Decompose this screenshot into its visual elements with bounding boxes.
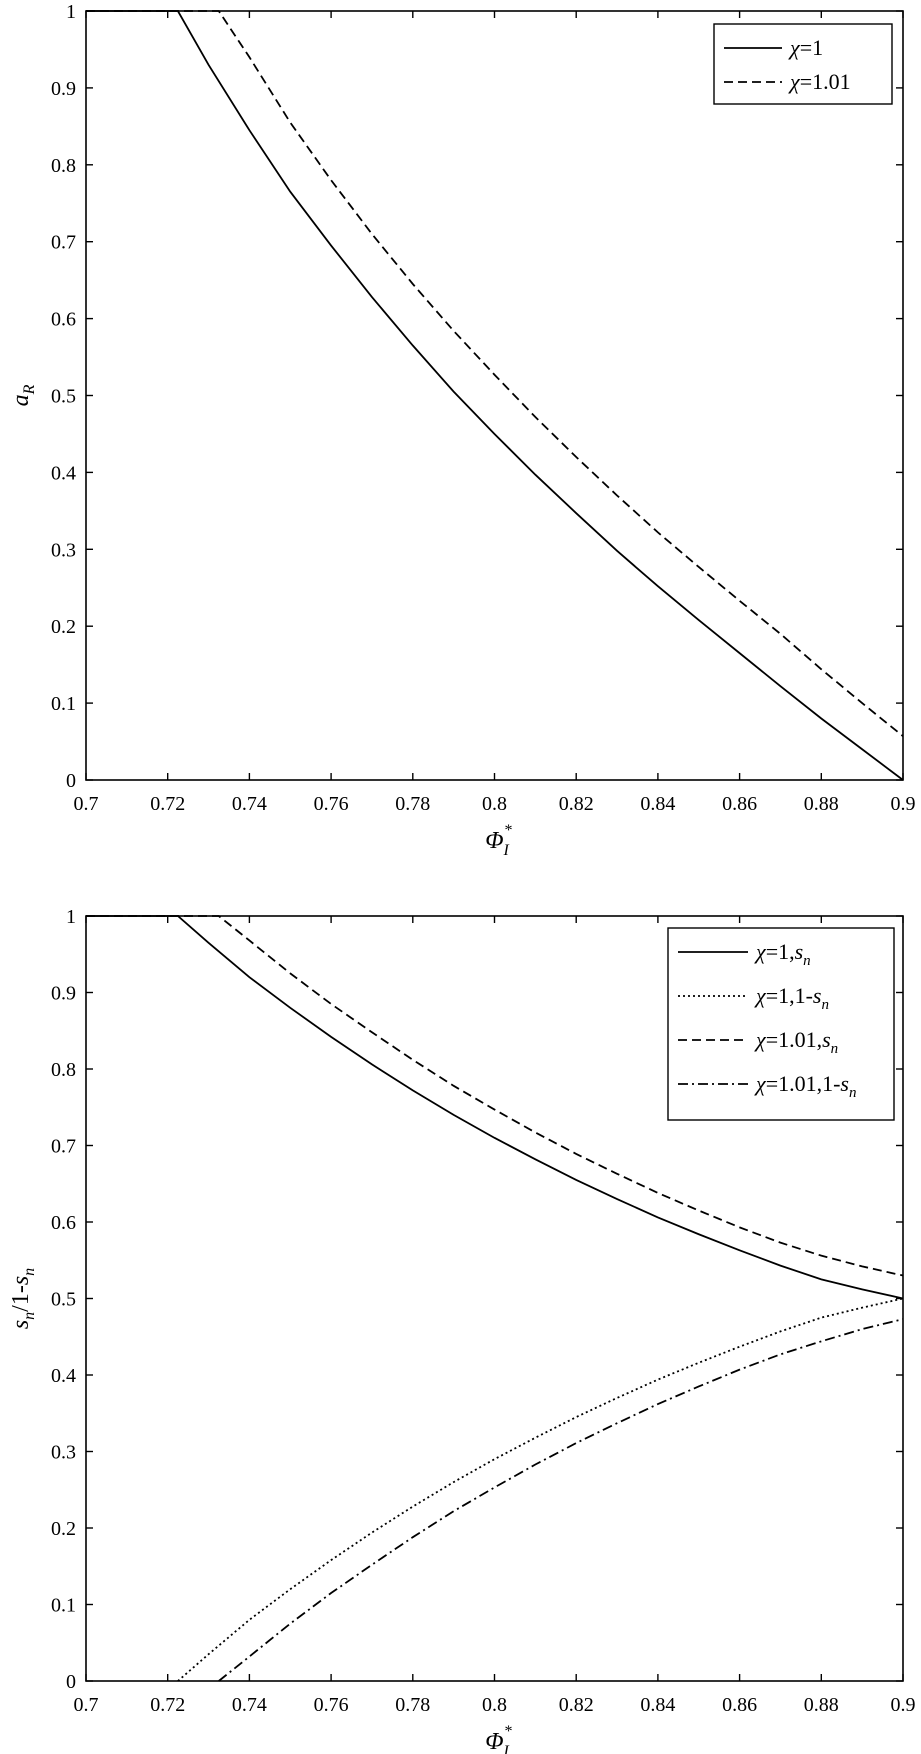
top-x-tick-label: 0.8 xyxy=(482,793,507,815)
bottom-x-tick-label: 0.84 xyxy=(640,1694,675,1716)
bottom-y-tick-label: 0.9 xyxy=(51,983,76,1005)
bottom-y-tick-label: 0.2 xyxy=(51,1518,76,1540)
top-x-axis-label: ΦI* xyxy=(485,822,512,859)
top-x-tick-label: 0.72 xyxy=(150,793,185,815)
bottom-series-line-dashed xyxy=(86,915,904,1277)
bottom-y-tick-label: 0.6 xyxy=(51,1212,76,1234)
top-y-tick-label: 0 xyxy=(66,770,76,792)
top-chart-panel: 0.7 0.72 0.74 0.76 0.78 0.8 0.82 0.84 0.86 0.88 0.… xyxy=(8,1,916,859)
top-y-tick-label: 1 xyxy=(66,1,76,23)
bottom-legend-box xyxy=(667,927,895,1121)
bottom-x-tick-label: 0.72 xyxy=(150,1694,185,1716)
top-y-tick-label: 0.9 xyxy=(51,78,76,100)
bottom-legend-label: χ=1,1-sn xyxy=(754,983,829,1013)
bottom-x-tick-label: 0.76 xyxy=(314,1694,349,1716)
top-y-tick-label: 0.2 xyxy=(51,616,76,638)
bottom-x-axis-label: ΦI* xyxy=(485,1723,512,1754)
top-series-line-solid xyxy=(86,10,904,781)
top-x-tick-label: 0.84 xyxy=(640,793,675,815)
top-legend-label: χ=1.01 xyxy=(788,69,851,94)
bottom-x-tick-label: 0.86 xyxy=(722,1694,757,1716)
top-y-axis-label: aR xyxy=(8,384,38,406)
bottom-chart-panel: 0.7 0.72 0.74 0.76 0.78 0.8 0.82 0.84 0.86 0.88 0.… xyxy=(8,906,916,1754)
bottom-y-tick-label: 0.4 xyxy=(51,1365,76,1387)
top-y-tick-label: 0.1 xyxy=(51,693,76,715)
top-legend-label: χ=1 xyxy=(788,35,823,60)
top-x-tick-label: 0.7 xyxy=(74,793,99,815)
top-plot-frame xyxy=(85,10,904,781)
bottom-x-tick-label: 0.8 xyxy=(482,1694,507,1716)
top-legend-box xyxy=(713,23,893,105)
bottom-y-tick-label: 0.5 xyxy=(51,1289,76,1311)
bottom-x-tick-label: 0.7 xyxy=(74,1694,99,1716)
bottom-y-tick-label: 0.7 xyxy=(51,1136,76,1158)
top-y-tick-label: 0.7 xyxy=(51,232,76,254)
bottom-x-tick-label: 0.78 xyxy=(395,1694,430,1716)
bottom-y-tick-label: 1 xyxy=(66,906,76,928)
bottom-legend-label: χ=1.01,1-sn xyxy=(754,1071,856,1101)
top-y-tick-label: 0.4 xyxy=(51,462,76,484)
top-y-tick-label: 0.8 xyxy=(51,155,76,177)
bottom-y-tick-label: 0.1 xyxy=(51,1595,76,1617)
top-y-tick-label: 0.6 xyxy=(51,309,76,331)
bottom-series-line-solid xyxy=(86,915,904,1300)
top-x-tick-label: 0.78 xyxy=(395,793,430,815)
bottom-x-tick-label: 0.74 xyxy=(232,1694,267,1716)
bottom-legend-label: χ=1.01,sn xyxy=(754,1027,838,1057)
bottom-y-tick-label: 0.3 xyxy=(51,1442,76,1464)
bottom-x-tick-label: 0.82 xyxy=(559,1694,594,1716)
top-x-tick-label: 0.74 xyxy=(232,793,267,815)
bottom-y-tick-label: 0.8 xyxy=(51,1059,76,1081)
bottom-series-line-dotted xyxy=(177,1297,904,1682)
bottom-y-axis-label: sn/1-sn xyxy=(8,1268,38,1329)
bottom-y-tick-label: 0 xyxy=(66,1671,76,1693)
top-x-tick-label: 0.82 xyxy=(559,793,594,815)
top-x-tick-label: 0.76 xyxy=(314,793,349,815)
bottom-series-line-dashdot xyxy=(218,1318,904,1682)
bottom-x-tick-label: 0.88 xyxy=(804,1694,839,1716)
bottom-legend-label: χ=1,sn xyxy=(754,939,811,969)
top-y-tick-label: 0.3 xyxy=(51,539,76,561)
top-y-tick-label: 0.5 xyxy=(51,386,76,408)
top-x-tick-label: 0.88 xyxy=(804,793,839,815)
bottom-x-tick-label: 0.9 xyxy=(891,1694,916,1716)
top-x-tick-label: 0.9 xyxy=(891,793,916,815)
top-series-line-dashed xyxy=(86,10,904,737)
top-x-tick-label: 0.86 xyxy=(722,793,757,815)
